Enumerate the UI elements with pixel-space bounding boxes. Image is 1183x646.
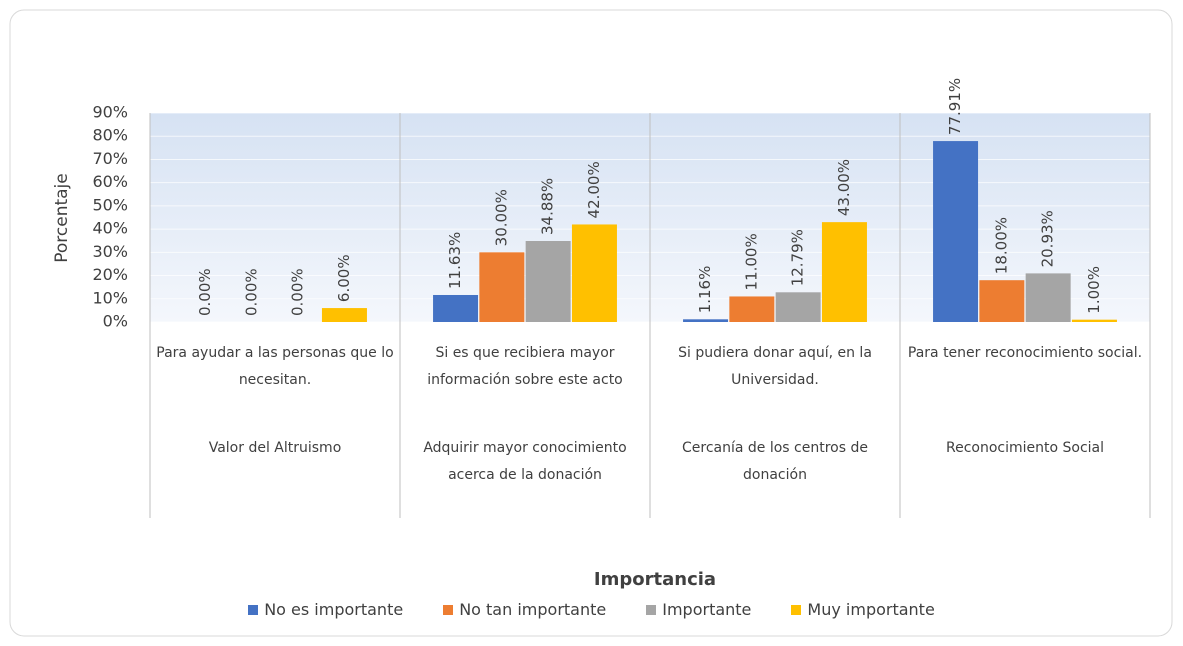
- y-tick-label: 20%: [92, 265, 128, 284]
- bar: [525, 241, 571, 322]
- legend-item: No es importante: [248, 600, 403, 619]
- bar: [933, 141, 979, 322]
- y-tick-label: 80%: [92, 126, 128, 145]
- y-tick-label: 60%: [92, 172, 128, 191]
- value-label: 0.00%: [242, 268, 260, 316]
- legend: No es importante No tan importante Importa…: [0, 600, 1183, 619]
- bar: [1071, 319, 1117, 322]
- x-group-label: Reconocimiento Social: [945, 440, 1105, 456]
- legend-swatch: [646, 604, 657, 615]
- y-tick-label: 70%: [92, 149, 128, 168]
- value-label: 11.00%: [742, 233, 760, 290]
- bar: [775, 292, 821, 322]
- bar: [821, 222, 867, 322]
- legend-swatch: [248, 604, 259, 615]
- value-label: 0.00%: [196, 268, 214, 316]
- y-tick-label: 50%: [92, 195, 128, 214]
- x-tick-label: Si pudiera donar aquí, en la Universidad…: [678, 345, 872, 388]
- legend-label: No tan importante: [459, 600, 607, 619]
- value-label: 12.79%: [789, 229, 807, 286]
- legend-item: No tan importante: [443, 600, 606, 619]
- bar: [1025, 273, 1071, 322]
- value-label: 18.00%: [992, 217, 1010, 274]
- legend-label: No es importante: [264, 600, 404, 619]
- bar: [979, 280, 1025, 322]
- bar: [571, 224, 617, 322]
- y-tick-label: 30%: [92, 242, 128, 261]
- value-label: 34.88%: [539, 178, 557, 235]
- y-tick-label: 90%: [92, 103, 128, 122]
- bar: [433, 294, 479, 322]
- legend-swatch: [791, 604, 802, 615]
- y-tick-label: 0%: [103, 312, 128, 331]
- value-label: 30.00%: [492, 189, 510, 246]
- x-tick-label: Si es que recibiera mayor información so…: [427, 345, 623, 388]
- value-label: 77.91%: [946, 78, 964, 135]
- x-group-label: Valor del Altruismo: [208, 440, 342, 456]
- bar: [321, 308, 367, 322]
- bar: [479, 252, 525, 322]
- x-group-label: Adquirir mayor conocimiento acerca de la…: [423, 440, 627, 483]
- value-label: 1.16%: [696, 266, 714, 314]
- chart-border: [9, 9, 1173, 637]
- value-label: 43.00%: [835, 159, 853, 216]
- legend-item: Muy importante: [791, 600, 935, 619]
- value-label: 6.00%: [335, 254, 353, 302]
- x-axis-title: Importancia: [594, 569, 716, 590]
- value-label: 0.00%: [289, 268, 307, 316]
- x-tick-label: Para tener reconocimiento social.: [907, 345, 1143, 361]
- value-label: 11.63%: [446, 232, 464, 289]
- y-axis-title: Porcentaje: [52, 173, 72, 263]
- bar: [729, 296, 775, 322]
- bar: [683, 319, 729, 322]
- value-label: 20.93%: [1039, 210, 1057, 267]
- value-label: 1.00%: [1085, 266, 1103, 314]
- x-tick-label: Para ayudar a las personas que lo necesi…: [156, 345, 394, 388]
- legend-label: Importante: [662, 600, 752, 619]
- x-group-label: Cercanía de los centros de donación: [682, 440, 868, 483]
- value-label: 42.00%: [585, 161, 603, 218]
- legend-swatch: [443, 604, 454, 615]
- y-tick-label: 10%: [92, 288, 128, 307]
- legend-label: Muy importante: [807, 600, 935, 619]
- legend-item: Importante: [646, 600, 751, 619]
- y-tick-label: 40%: [92, 219, 128, 238]
